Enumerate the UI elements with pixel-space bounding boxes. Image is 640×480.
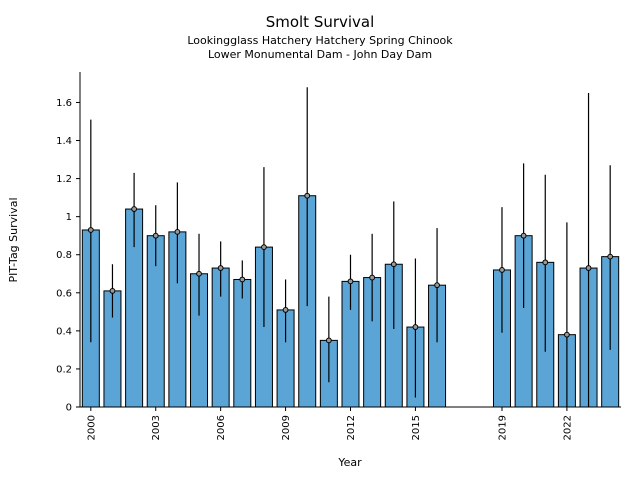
chart-title: Smolt Survival (266, 13, 375, 31)
marker-2008 (261, 244, 267, 251)
x-tick-label: 2003 (151, 415, 162, 440)
marker-2015 (412, 324, 419, 330)
marker-2004 (174, 228, 181, 235)
marker-2003 (152, 232, 159, 239)
x-tick-label: 2009 (281, 415, 292, 440)
marker-2019 (499, 267, 505, 273)
y-tick-label: 0.4 (56, 326, 72, 337)
y-tick-label: 1.6 (56, 98, 72, 109)
x-tick-label: 2022 (562, 415, 573, 440)
marker-2014 (390, 261, 397, 268)
x-axis-label: Year (337, 456, 362, 469)
x-tick-label: 2019 (497, 415, 508, 440)
marker-2005 (196, 270, 202, 277)
marker-2012 (347, 278, 354, 285)
marker-2010 (304, 192, 311, 199)
marker-2000 (87, 227, 94, 233)
marker-2001 (109, 287, 116, 294)
marker-2011 (325, 337, 332, 344)
x-tick-label: 2012 (346, 415, 357, 440)
marker-2007 (239, 276, 246, 283)
y-axis-label: PIT-Tag Survival (7, 197, 20, 282)
marker-2021 (542, 259, 549, 266)
y-tick-label: 0 (66, 403, 72, 414)
x-tick-label: 2000 (86, 415, 97, 440)
marker-2002 (131, 206, 138, 212)
y-tick-label: 0.2 (56, 364, 72, 375)
y-tick-label: 1 (66, 212, 72, 223)
marker-2024 (607, 253, 614, 260)
marker-2006 (217, 265, 224, 271)
marker-2013 (369, 274, 376, 281)
bars-group (81, 195, 620, 408)
marker-2023 (585, 265, 592, 271)
x-tick-label: 2006 (216, 415, 227, 440)
bar-2007 (233, 278, 252, 408)
marker-2009 (282, 307, 289, 313)
x-tick-label: 2015 (411, 415, 422, 440)
y-tick-label: 1.4 (56, 136, 72, 147)
chart-subtitle-line1: Lookingglass Hatchery Hatchery Spring Ch… (187, 34, 453, 47)
axes: 0 0.2 0.4 0.6 0.8 1 1.2 1.4 1.6 2000 2003 2006 2009 2… (56, 72, 621, 440)
marker-2020 (520, 232, 527, 239)
chart-subtitle-line2: Lower Monumental Dam - John Day Dam (208, 48, 432, 61)
errorbars-group (87, 87, 614, 407)
y-tick-label: 0.6 (56, 288, 72, 299)
y-tick-label: 1.2 (56, 174, 72, 185)
marker-2016 (434, 282, 440, 289)
marker-2022 (564, 331, 570, 338)
y-tick-label: 0.8 (56, 250, 72, 261)
